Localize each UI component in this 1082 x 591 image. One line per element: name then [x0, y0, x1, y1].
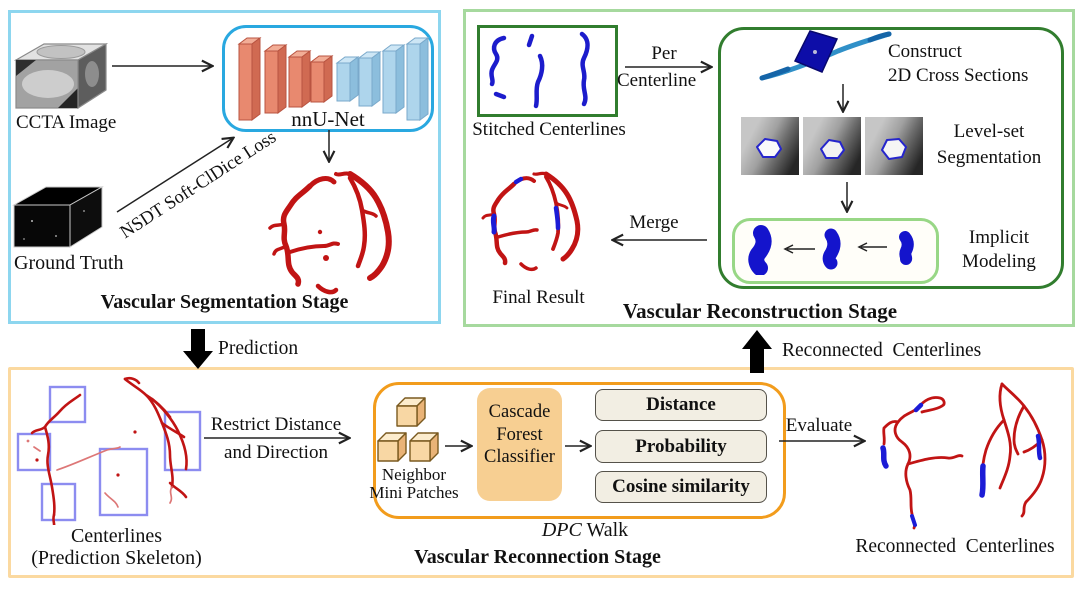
centerlines-label-line1: Centerlines [70, 525, 163, 547]
prediction-skeleton-graphic [16, 376, 202, 525]
and-direction-label: and Direction [224, 442, 328, 463]
probability-metric-box: Probability [595, 430, 767, 463]
reconstruction-stage-caption: Vascular Reconstruction Stage [622, 299, 898, 323]
distance-metric-label: Distance [646, 394, 716, 415]
ccta-volume-graphic [14, 42, 108, 110]
centerlines-label-block: Centerlines (Prediction Skeleton) [14, 525, 219, 569]
cosine-similarity-metric-box: Cosine similarity [595, 471, 767, 503]
cross-section-image-3 [865, 117, 923, 175]
implicit-label-line1: Implicit [968, 227, 1030, 248]
nnunet-panel: nnU-Net [222, 25, 434, 132]
classifier-label-line3: Classifier [484, 447, 555, 467]
ccta-image-label: CCTA Image [16, 112, 117, 133]
restrict-distance-label: Restrict Distance [210, 414, 342, 435]
nnunet-label: nnU-Net [291, 107, 365, 132]
cross-section-image-1 [741, 117, 799, 175]
construct-label-line2: 2D Cross Sections [888, 65, 1029, 86]
dpc-walk-label: DPC Walk [500, 519, 670, 542]
centerlines-label-line2: (Prediction Skeleton) [31, 546, 202, 569]
segmentation-result-graphic [268, 171, 392, 295]
ground-truth-volume-graphic [12, 186, 104, 248]
per-centerline-label-top: Per [651, 43, 677, 64]
neighbor-patches-graphic [377, 397, 439, 462]
reconnected-centerlines-graphic [880, 382, 1047, 530]
cascade-forest-classifier-box: Cascade Forest Classifier [477, 388, 562, 501]
classifier-label-line2: Forest [496, 424, 543, 445]
construct-label-line1: Construct [888, 41, 962, 62]
stitched-centerlines-graphic [489, 31, 590, 109]
ground-truth-label: Ground Truth [14, 252, 124, 274]
reconnection-stage-caption: Vascular Reconnection Stage [414, 546, 661, 568]
reconnected-centerlines-label: Reconnected Centerlines [855, 536, 1055, 557]
reconnected-flow-label: Reconnected Centerlines [782, 340, 982, 361]
probability-metric-label: Probability [635, 435, 727, 457]
cosine-similarity-metric-label: Cosine similarity [612, 476, 750, 497]
level-set-label-line2: Segmentation [936, 147, 1042, 168]
prediction-flow-label: Prediction [218, 338, 299, 359]
evaluate-label: Evaluate [785, 415, 853, 436]
implicit-modeling-panel [732, 218, 939, 284]
per-centerline-label-bottom: Centerline [617, 70, 697, 91]
prediction-flow-arrow [183, 329, 213, 369]
segmentation-stage-caption: Vascular Segmentation Stage [100, 291, 349, 313]
classifier-label-line1: Cascade [488, 402, 551, 422]
final-result-graphic [481, 171, 581, 272]
cross-section-image-2 [803, 117, 861, 175]
merge-label: Merge [629, 212, 679, 233]
distance-metric-box: Distance [595, 389, 767, 421]
implicit-label-line2: Modeling [962, 251, 1036, 272]
nnunet-bars-graphic [237, 37, 430, 121]
neighbor-label-line1: Neighbor [381, 465, 447, 484]
stitched-centerlines-label: Stitched Centerlines [472, 119, 626, 140]
dpc-walk-label-italic: DPC [541, 519, 582, 541]
implicit-blobs-graphic [748, 225, 914, 275]
final-result-label: Final Result [492, 287, 585, 308]
level-set-label-line1: Level-set [953, 121, 1025, 142]
neighbor-label-line2: Mini Patches [369, 483, 459, 502]
dpc-walk-label-rest: Walk [581, 519, 629, 541]
stitched-centerlines-panel [477, 25, 618, 117]
cross-section-graphic [759, 30, 892, 81]
